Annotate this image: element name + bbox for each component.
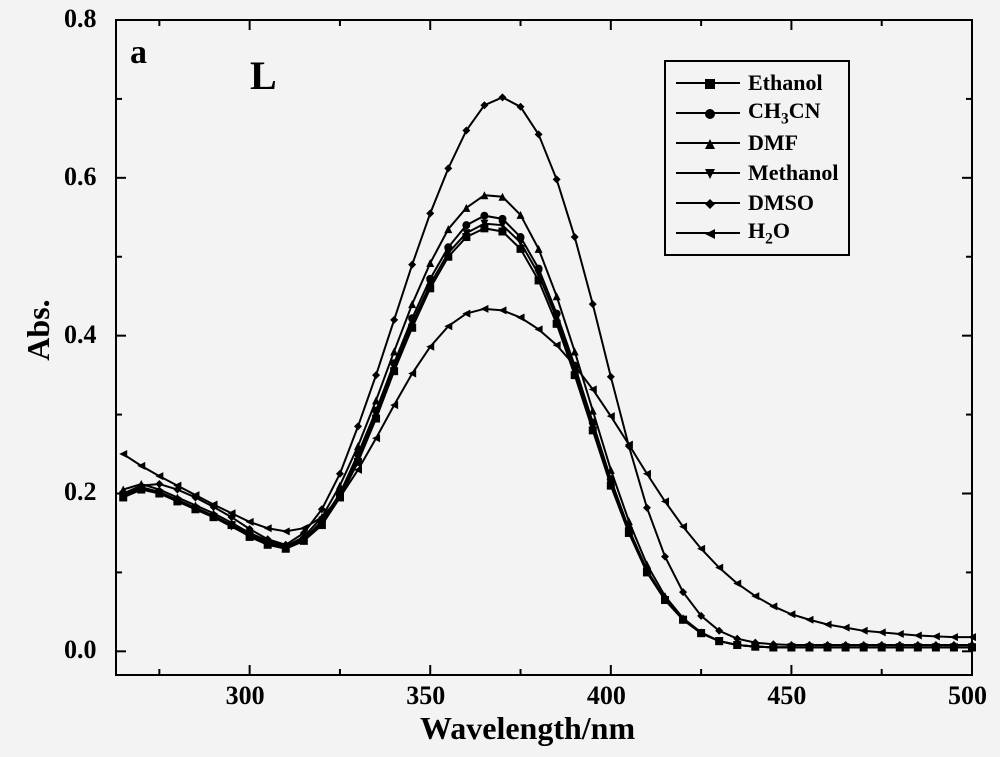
legend-label: H2O: [748, 218, 790, 248]
circle-icon: [703, 107, 715, 119]
y-axis-label: Abs.: [20, 230, 57, 430]
legend-label: Ethanol: [748, 70, 823, 96]
x-axis-label: Wavelength/nm: [420, 710, 635, 747]
panel-letter: a: [130, 34, 147, 72]
legend-item-ch3cn: CH3CN: [676, 98, 838, 128]
x-tick-label: 500: [948, 681, 987, 711]
chart-container: a L Abs. Wavelength/nm EthanolCH3CNDMF Me…: [0, 0, 1000, 757]
legend-item-ethanol: Ethanol: [676, 68, 838, 98]
series-letter: L: [250, 52, 277, 99]
diamond-icon: [703, 197, 715, 209]
legend-item-dmf: DMF: [676, 128, 838, 158]
legend-line-sample: [676, 82, 740, 84]
y-tick-label: 0.8: [64, 4, 97, 34]
x-tick-label: 300: [226, 681, 265, 711]
legend-label: DMF: [748, 130, 798, 156]
legend-line-sample: [676, 172, 740, 174]
y-tick-label: 0.6: [64, 162, 97, 192]
x-tick-label: 450: [767, 681, 806, 711]
legend-item-dmso: DMSO: [676, 188, 838, 218]
triangle-up-icon: [703, 137, 715, 149]
legend-label: DMSO: [748, 190, 814, 216]
square-icon: [703, 77, 715, 89]
triangle-down-icon: [703, 167, 715, 179]
y-tick-label: 0.2: [64, 477, 97, 507]
x-tick-label: 400: [587, 681, 626, 711]
y-tick-label: 0.0: [64, 635, 97, 665]
legend-item-methanol: Methanol: [676, 158, 838, 188]
triangle-left-icon: [703, 227, 715, 239]
legend-line-sample: [676, 202, 740, 204]
legend-label: Methanol: [748, 160, 838, 186]
legend-item-h2o: H2O: [676, 218, 838, 248]
legend-label: CH3CN: [748, 98, 820, 128]
legend: EthanolCH3CNDMF Methanol DMSOH2O: [664, 60, 850, 256]
x-tick-label: 350: [406, 681, 445, 711]
legend-line-sample: [676, 232, 740, 234]
y-tick-label: 0.4: [64, 320, 97, 350]
legend-line-sample: [676, 142, 740, 144]
legend-line-sample: [676, 112, 740, 114]
